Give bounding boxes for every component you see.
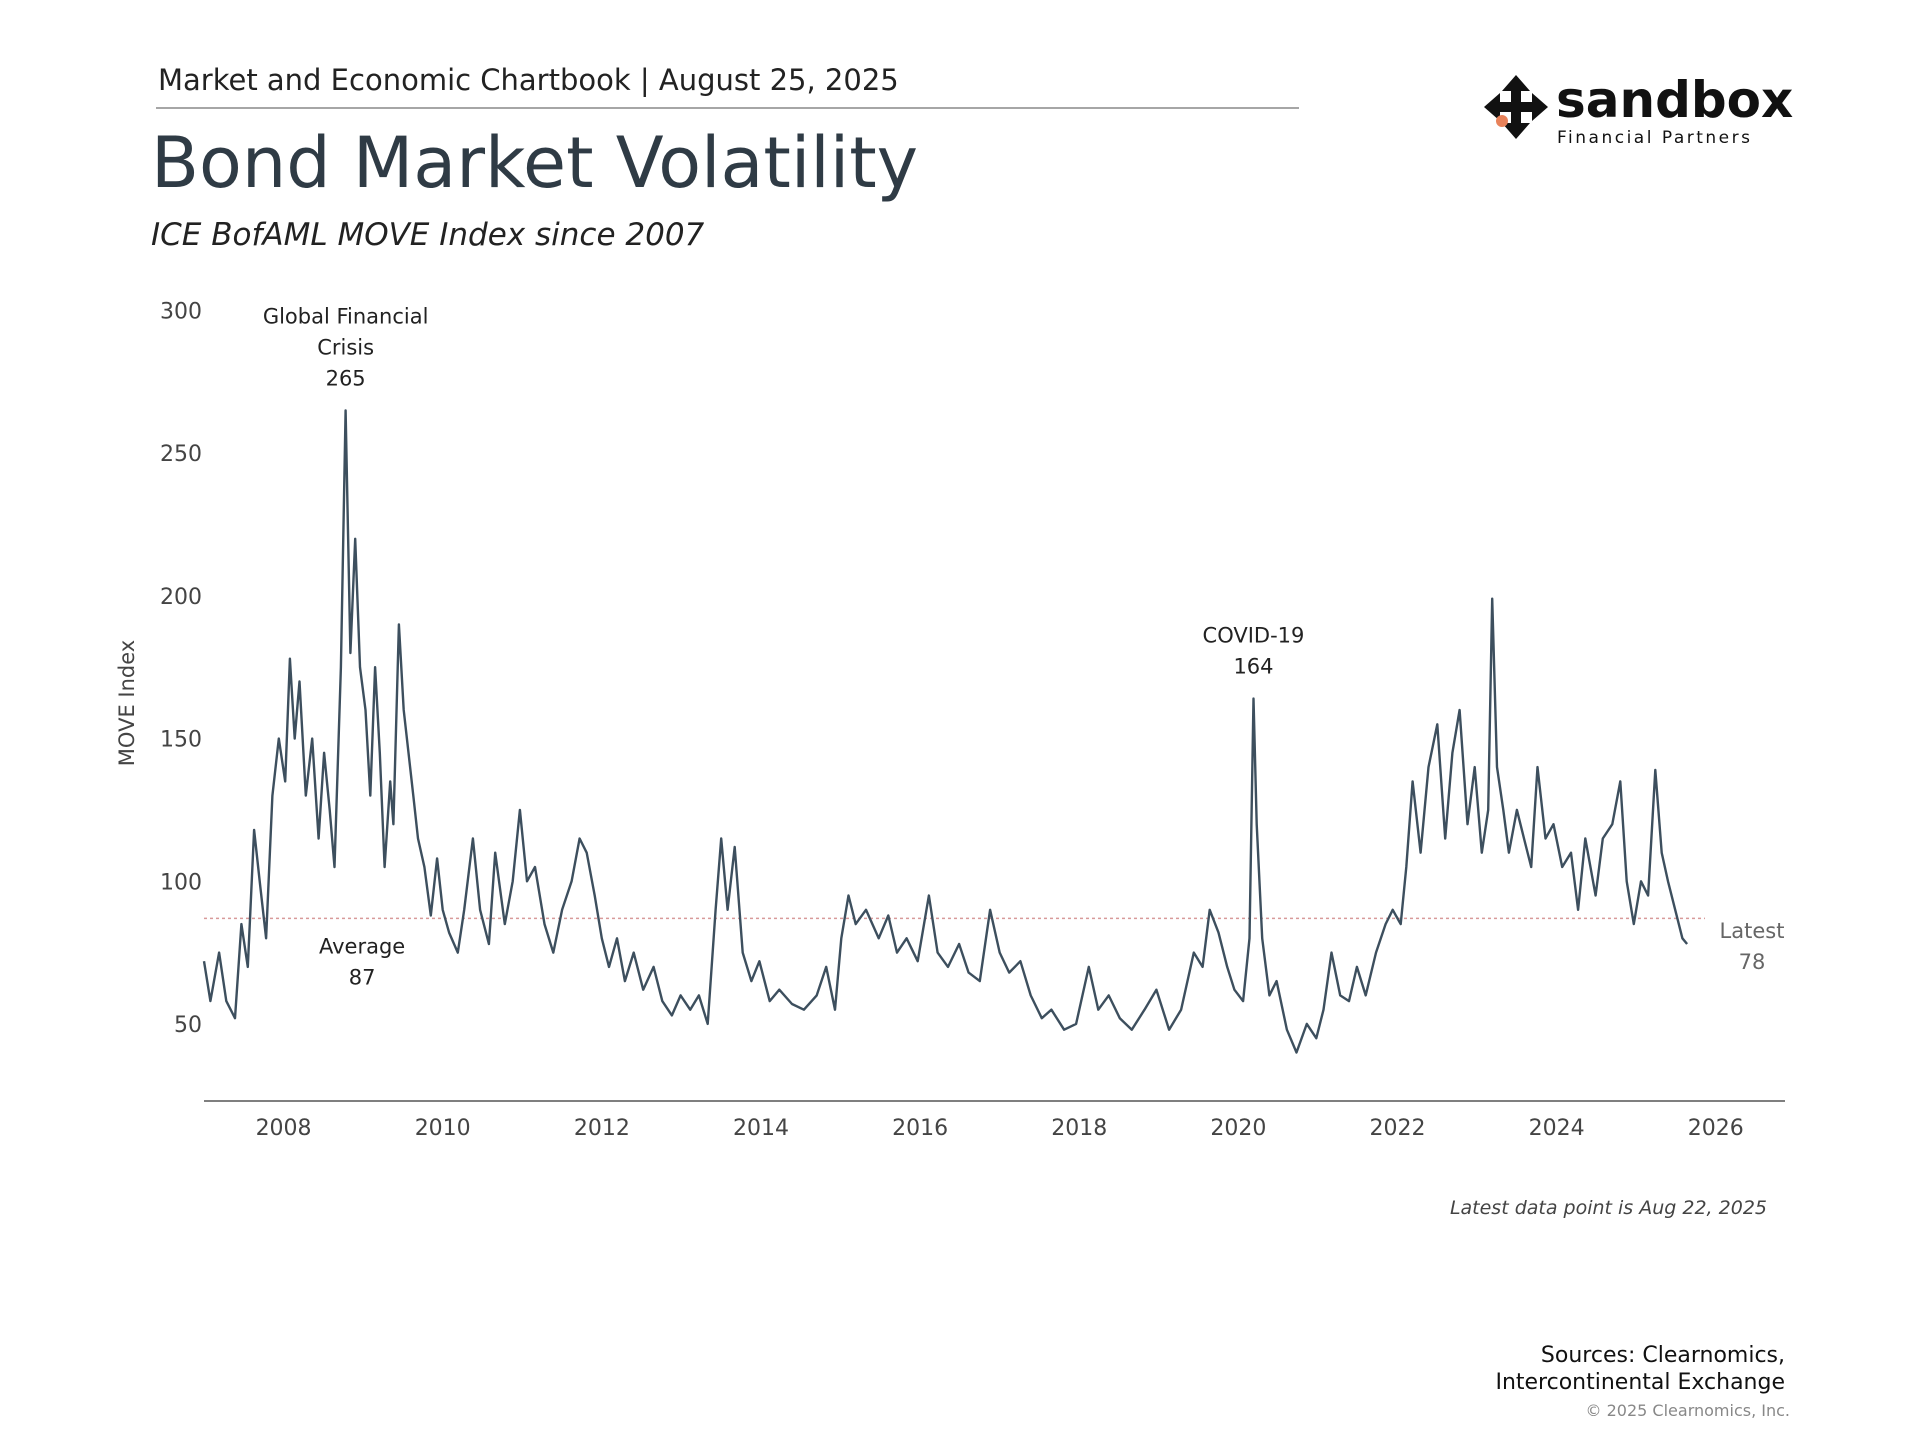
chart-title: Bond Market Volatility [151,122,918,204]
x-tick-label: 2016 [892,1116,948,1141]
x-tick-label: 2010 [415,1116,471,1141]
x-tick-label: 2026 [1688,1116,1744,1141]
logo-brand: sandbox [1556,71,1793,129]
data-line [202,409,1689,1054]
x-tick-label: 2008 [256,1116,312,1141]
y-tick-label: 250 [160,442,202,467]
average-label: Average [319,934,405,958]
x-tick-label: 2018 [1051,1116,1107,1141]
annotation-text: COVID-19 [1203,624,1305,648]
annotation-value: 164 [1233,655,1273,679]
note: Latest data point is Aug 22, 2025 [1450,1197,1767,1219]
y-tick-label: 300 [160,300,202,325]
annotation-text: Crisis [317,335,374,359]
logo-tagline: Financial Partners [1557,128,1753,148]
y-axis-label: MOVE Index [115,640,139,766]
chart-subtitle: ICE BofAML MOVE Index since 2007 [151,217,705,253]
plot: 50 100 150 200 250 300 2008 2010 2012 2014 2016 201… [160,300,1784,1142]
y-tick-label: 50 [174,1013,202,1038]
latest-label: Latest [1720,919,1785,943]
sources: Sources: Clearnomics, [1541,1343,1785,1368]
sources: Intercontinental Exchange [1495,1370,1785,1395]
annotation-text: Global Financial [263,304,429,328]
x-tick-label: 2024 [1529,1116,1585,1141]
x-tick-label: 2012 [574,1116,630,1141]
x-tick-label: 2022 [1370,1116,1426,1141]
header: Market and Economic Chartbook | August 2… [158,63,899,97]
y-tick-label: 150 [160,728,202,753]
x-tick-label: 2014 [733,1116,789,1141]
y-tick-label: 100 [160,870,202,895]
y-tick-label: 200 [160,585,202,610]
annotation-value: 265 [326,366,366,390]
x-tick-label: 2020 [1210,1116,1266,1141]
latest-value: 78 [1739,950,1766,974]
average-value: 87 [349,965,376,989]
copyright: © 2025 Clearnomics, Inc. [1586,1401,1790,1420]
logo-icon [1484,75,1548,139]
